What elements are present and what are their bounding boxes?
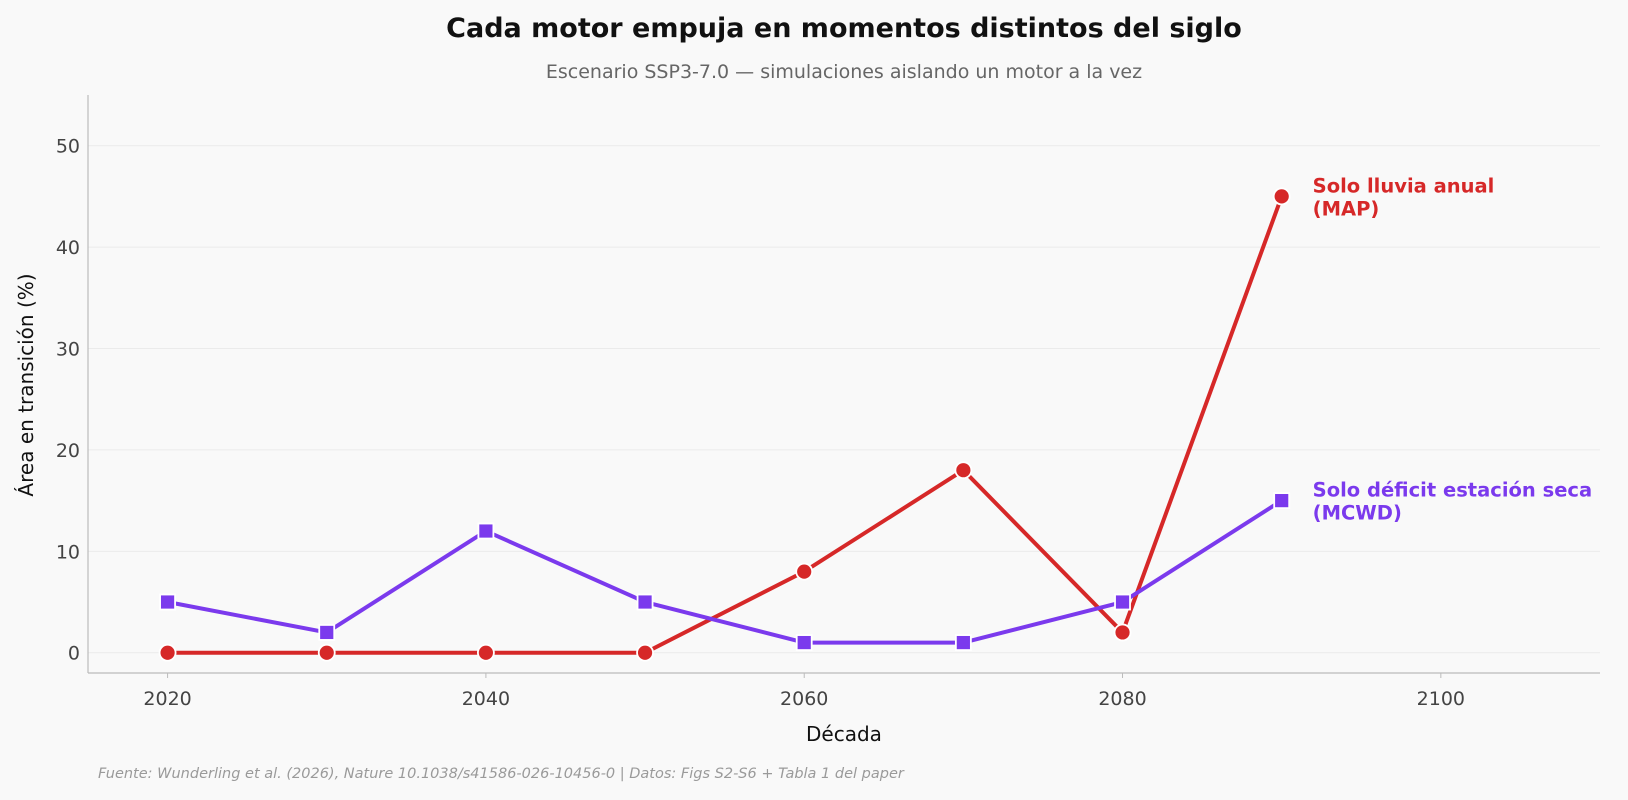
source-note: Fuente: Wunderling et al. (2026), Nature… <box>98 766 905 782</box>
data-point-mcwd <box>318 624 336 641</box>
y-tick-label: 20 <box>56 440 80 462</box>
data-point-mcwd <box>954 634 972 651</box>
data-point-mcwd <box>795 634 813 651</box>
series-line-mcwd <box>165 498 1284 645</box>
chart-subtitle: Escenario SSP3-7.0 — simulaciones aislan… <box>546 61 1142 83</box>
y-axis-label: Área en transición (%) <box>14 273 38 496</box>
data-point-mcwd <box>1114 593 1131 611</box>
series-label-map-sub: (MAP) <box>1313 197 1380 220</box>
x-tick-label: 2040 <box>462 688 510 710</box>
y-tick-label: 40 <box>56 237 80 259</box>
data-point-map <box>158 643 177 662</box>
y-tick-label: 30 <box>56 339 80 361</box>
series-label-mcwd-sub: (MCWD) <box>1313 502 1402 525</box>
series-line-map <box>165 194 1284 655</box>
y-tick-label: 10 <box>56 541 80 563</box>
data-point-mcwd <box>477 522 495 540</box>
x-tick-label: 2020 <box>143 688 191 710</box>
y-tick-label: 50 <box>56 136 80 158</box>
data-point-mcwd <box>159 593 176 611</box>
series-label-mcwd: Solo déficit estación seca <box>1313 479 1592 502</box>
x-tick-label: 2060 <box>780 688 828 710</box>
series-mcwd <box>159 492 1291 651</box>
data-point-map <box>476 643 495 662</box>
data-point-map <box>1272 187 1291 206</box>
series-label-map: Solo lluvia anual <box>1313 174 1495 197</box>
series-lines <box>158 187 1291 662</box>
data-point-mcwd <box>1273 492 1291 510</box>
tick-labels: 0 10 20 30 40 50 2020 2040 2060 2080 2100 <box>56 136 1465 710</box>
series-map <box>158 187 1291 662</box>
data-point-map <box>317 643 336 662</box>
data-point-map <box>1113 623 1132 642</box>
gridlines <box>88 145 1600 654</box>
data-point-map <box>954 461 973 480</box>
series-labels: Solo lluvia anual(MAP) Solo déficit estac… <box>1313 174 1592 524</box>
x-tick-label: 2080 <box>1098 688 1146 710</box>
y-tick-label: 0 <box>68 643 80 665</box>
axes <box>87 95 1600 678</box>
chart-title: Cada motor empuja en momentos distintos … <box>446 13 1242 44</box>
x-tick-label: 2100 <box>1417 688 1465 710</box>
data-point-map <box>636 643 654 662</box>
data-point-mcwd <box>636 593 654 611</box>
data-point-map <box>795 562 814 581</box>
x-axis-label: Década <box>806 722 882 746</box>
